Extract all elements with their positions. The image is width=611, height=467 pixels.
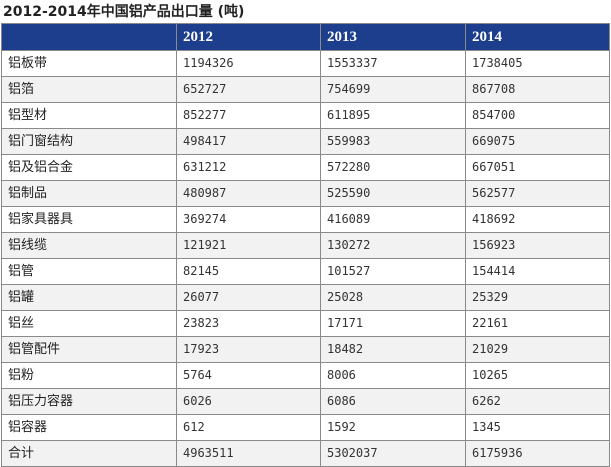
page-title: 2012-2014年中国铝产品出口量 (吨) xyxy=(3,4,245,20)
table-row: 铝家具器具 369274 416089 418692 xyxy=(1,206,610,233)
value-cell: 611895 xyxy=(320,102,466,129)
value-cell: 754699 xyxy=(320,76,466,103)
header-cell-2012: 2012 xyxy=(176,23,321,51)
value-cell: 652727 xyxy=(176,76,321,103)
value-cell: 669075 xyxy=(465,128,610,155)
header-cell-2013: 2013 xyxy=(320,23,466,51)
row-label: 铝管 xyxy=(1,258,177,285)
value-cell: 17171 xyxy=(320,310,466,337)
value-cell: 5302037 xyxy=(320,440,466,467)
table-row: 合计 4963511 5302037 6175936 xyxy=(1,440,610,467)
value-cell: 480987 xyxy=(176,180,321,207)
value-cell: 1194326 xyxy=(176,50,321,77)
export-volume-table: 2012 2013 2014 铝板带 1194326 1553337 1738405 铝… xyxy=(1,23,610,467)
row-label: 铝压力容器 xyxy=(1,388,177,415)
header-cell-category xyxy=(1,23,177,51)
row-label: 铝板带 xyxy=(1,50,177,77)
value-cell: 416089 xyxy=(320,206,466,233)
row-label: 铝箔 xyxy=(1,76,177,103)
row-label: 铝罐 xyxy=(1,284,177,311)
value-cell: 25028 xyxy=(320,284,466,311)
value-cell: 562577 xyxy=(465,180,610,207)
value-cell: 10265 xyxy=(465,362,610,389)
table-row: 铝粉 5764 8006 10265 xyxy=(1,362,610,389)
table-body: 铝板带 1194326 1553337 1738405 铝箔 652727 754699 86… xyxy=(1,50,610,467)
value-cell: 130272 xyxy=(320,232,466,259)
value-cell: 525590 xyxy=(320,180,466,207)
row-label: 铝容器 xyxy=(1,414,177,441)
table-row: 铝压力容器 6026 6086 6262 xyxy=(1,388,610,415)
value-cell: 667051 xyxy=(465,154,610,181)
value-cell: 6086 xyxy=(320,388,466,415)
table-row: 铝罐 26077 25028 25329 xyxy=(1,284,610,311)
table-row: 铝丝 23823 17171 22161 xyxy=(1,310,610,337)
value-cell: 572280 xyxy=(320,154,466,181)
value-cell: 82145 xyxy=(176,258,321,285)
table-row: 铝线缆 121921 130272 156923 xyxy=(1,232,610,259)
table-row: 铝制品 480987 525590 562577 xyxy=(1,180,610,207)
value-cell: 1553337 xyxy=(320,50,466,77)
value-cell: 26077 xyxy=(176,284,321,311)
row-label: 铝管配件 xyxy=(1,336,177,363)
value-cell: 23823 xyxy=(176,310,321,337)
value-cell: 612 xyxy=(176,414,321,441)
value-cell: 4963511 xyxy=(176,440,321,467)
value-cell: 559983 xyxy=(320,128,466,155)
value-cell: 6262 xyxy=(465,388,610,415)
value-cell: 17923 xyxy=(176,336,321,363)
value-cell: 631212 xyxy=(176,154,321,181)
value-cell: 6175936 xyxy=(465,440,610,467)
value-cell: 25329 xyxy=(465,284,610,311)
row-label: 合计 xyxy=(1,440,177,467)
value-cell: 418692 xyxy=(465,206,610,233)
row-label: 铝及铝合金 xyxy=(1,154,177,181)
row-label: 铝制品 xyxy=(1,180,177,207)
value-cell: 156923 xyxy=(465,232,610,259)
row-label: 铝丝 xyxy=(1,310,177,337)
value-cell: 154414 xyxy=(465,258,610,285)
row-label: 铝型材 xyxy=(1,102,177,129)
row-label: 铝门窗结构 xyxy=(1,128,177,155)
table-row: 铝管配件 17923 18482 21029 xyxy=(1,336,610,363)
table-row: 铝及铝合金 631212 572280 667051 xyxy=(1,154,610,181)
value-cell: 18482 xyxy=(320,336,466,363)
row-label: 铝家具器具 xyxy=(1,206,177,233)
row-label: 铝线缆 xyxy=(1,232,177,259)
row-label: 铝粉 xyxy=(1,362,177,389)
table-header-row: 2012 2013 2014 xyxy=(1,23,610,51)
table-row: 铝门窗结构 498417 559983 669075 xyxy=(1,128,610,155)
table-row: 铝型材 852277 611895 854700 xyxy=(1,102,610,129)
value-cell: 852277 xyxy=(176,102,321,129)
value-cell: 22161 xyxy=(465,310,610,337)
value-cell: 854700 xyxy=(465,102,610,129)
value-cell: 6026 xyxy=(176,388,321,415)
value-cell: 21029 xyxy=(465,336,610,363)
table-row: 铝容器 612 1592 1345 xyxy=(1,414,610,441)
table-row: 铝管 82145 101527 154414 xyxy=(1,258,610,285)
value-cell: 5764 xyxy=(176,362,321,389)
value-cell: 1738405 xyxy=(465,50,610,77)
value-cell: 1592 xyxy=(320,414,466,441)
value-cell: 1345 xyxy=(465,414,610,441)
table-row: 铝板带 1194326 1553337 1738405 xyxy=(1,50,610,77)
value-cell: 121921 xyxy=(176,232,321,259)
table-row: 铝箔 652727 754699 867708 xyxy=(1,76,610,103)
header-cell-2014: 2014 xyxy=(465,23,610,51)
value-cell: 8006 xyxy=(320,362,466,389)
value-cell: 101527 xyxy=(320,258,466,285)
value-cell: 369274 xyxy=(176,206,321,233)
value-cell: 867708 xyxy=(465,76,610,103)
value-cell: 498417 xyxy=(176,128,321,155)
